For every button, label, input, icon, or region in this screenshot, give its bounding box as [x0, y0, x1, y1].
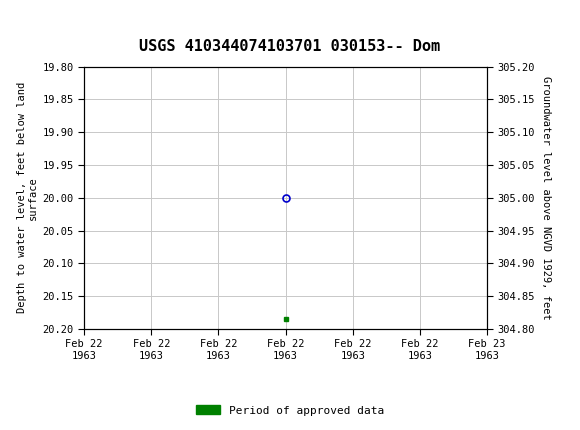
Legend: Period of approved data: Period of approved data: [191, 401, 389, 420]
Y-axis label: Depth to water level, feet below land
surface: Depth to water level, feet below land su…: [17, 82, 38, 313]
Y-axis label: Groundwater level above NGVD 1929, feet: Groundwater level above NGVD 1929, feet: [541, 76, 550, 319]
Text: USGS: USGS: [36, 13, 96, 32]
Text: USGS 410344074103701 030153-- Dom: USGS 410344074103701 030153-- Dom: [139, 39, 441, 54]
